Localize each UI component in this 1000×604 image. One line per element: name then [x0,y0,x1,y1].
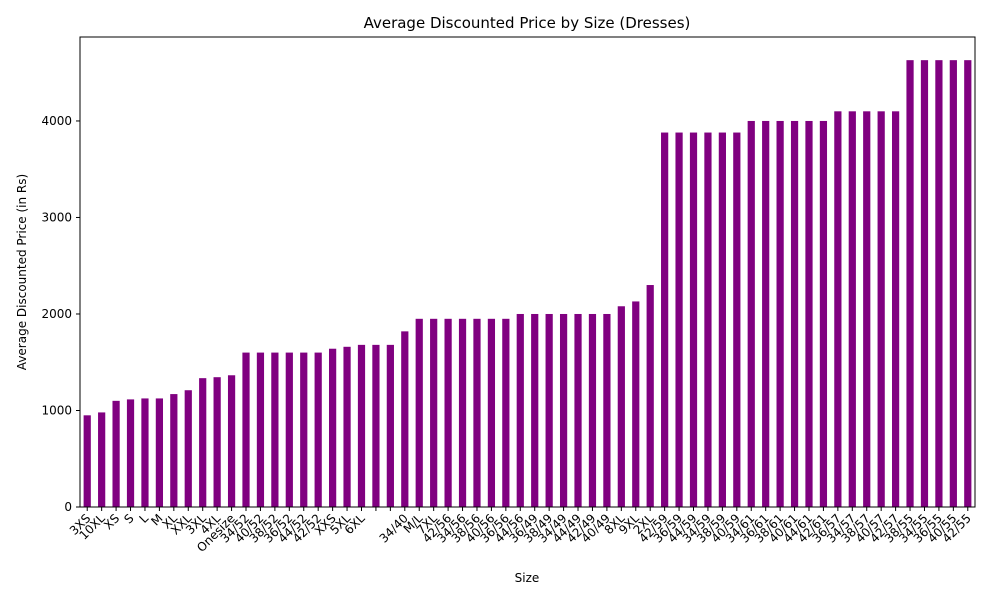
bar [227,375,236,507]
bar [242,352,250,507]
bar [588,313,597,507]
bar [98,412,106,507]
y-tick-label: 3000 [41,210,72,224]
y-tick-label: 4000 [41,114,72,128]
bar [415,318,423,507]
bar [704,132,712,508]
x-tick-label: S [121,511,136,526]
bar [675,132,683,508]
bar [458,318,467,507]
bar [126,399,135,507]
bar [473,318,481,507]
bar [329,348,337,507]
bar [170,394,178,507]
bar [271,352,279,507]
bar [487,318,496,507]
bar [689,132,698,508]
bar [848,111,856,507]
bar [285,352,293,507]
bar [545,313,553,507]
bar [920,60,929,507]
bar [906,60,914,507]
bar [776,120,784,507]
bar [603,313,611,507]
bar [661,132,669,508]
bar [935,60,943,507]
bar [559,313,568,507]
bar [430,318,438,507]
bar [863,111,871,507]
bar [617,306,625,507]
bar [213,377,221,507]
bar [343,346,351,507]
bar [155,398,164,507]
bar [834,111,842,507]
bar [891,111,900,507]
bar [949,60,957,507]
bar [632,301,640,507]
y-tick-label: 0 [64,500,72,514]
x-axis-label: Size [515,571,540,585]
bar [747,120,755,507]
plot-frame [79,36,976,508]
bar [141,398,149,507]
bar [502,318,510,507]
bar [357,344,366,507]
bar [300,352,308,507]
y-tick-label: 1000 [41,403,72,417]
bar [964,60,972,507]
bar [401,331,409,507]
bar [646,285,654,507]
bar [790,120,799,507]
bar [199,378,207,507]
bar [386,344,394,507]
y-axis-label: Average Discounted Price (in Rs) [15,174,29,370]
bar [762,120,770,507]
bar [256,352,265,507]
bar [531,313,539,507]
bar [877,111,885,507]
bar [372,344,380,507]
chart-title: Average Discounted Price by Size (Dresse… [364,14,691,32]
bar [574,313,582,507]
bar [819,120,828,507]
bar [314,352,322,507]
bar [444,318,452,507]
bar [805,120,813,507]
bar [83,415,91,507]
bar [516,313,524,507]
x-tick-label: XS [101,511,122,532]
bar [184,390,192,507]
bar [733,132,741,508]
bar [112,400,120,507]
y-tick-label: 2000 [41,307,72,321]
bar [718,132,726,508]
